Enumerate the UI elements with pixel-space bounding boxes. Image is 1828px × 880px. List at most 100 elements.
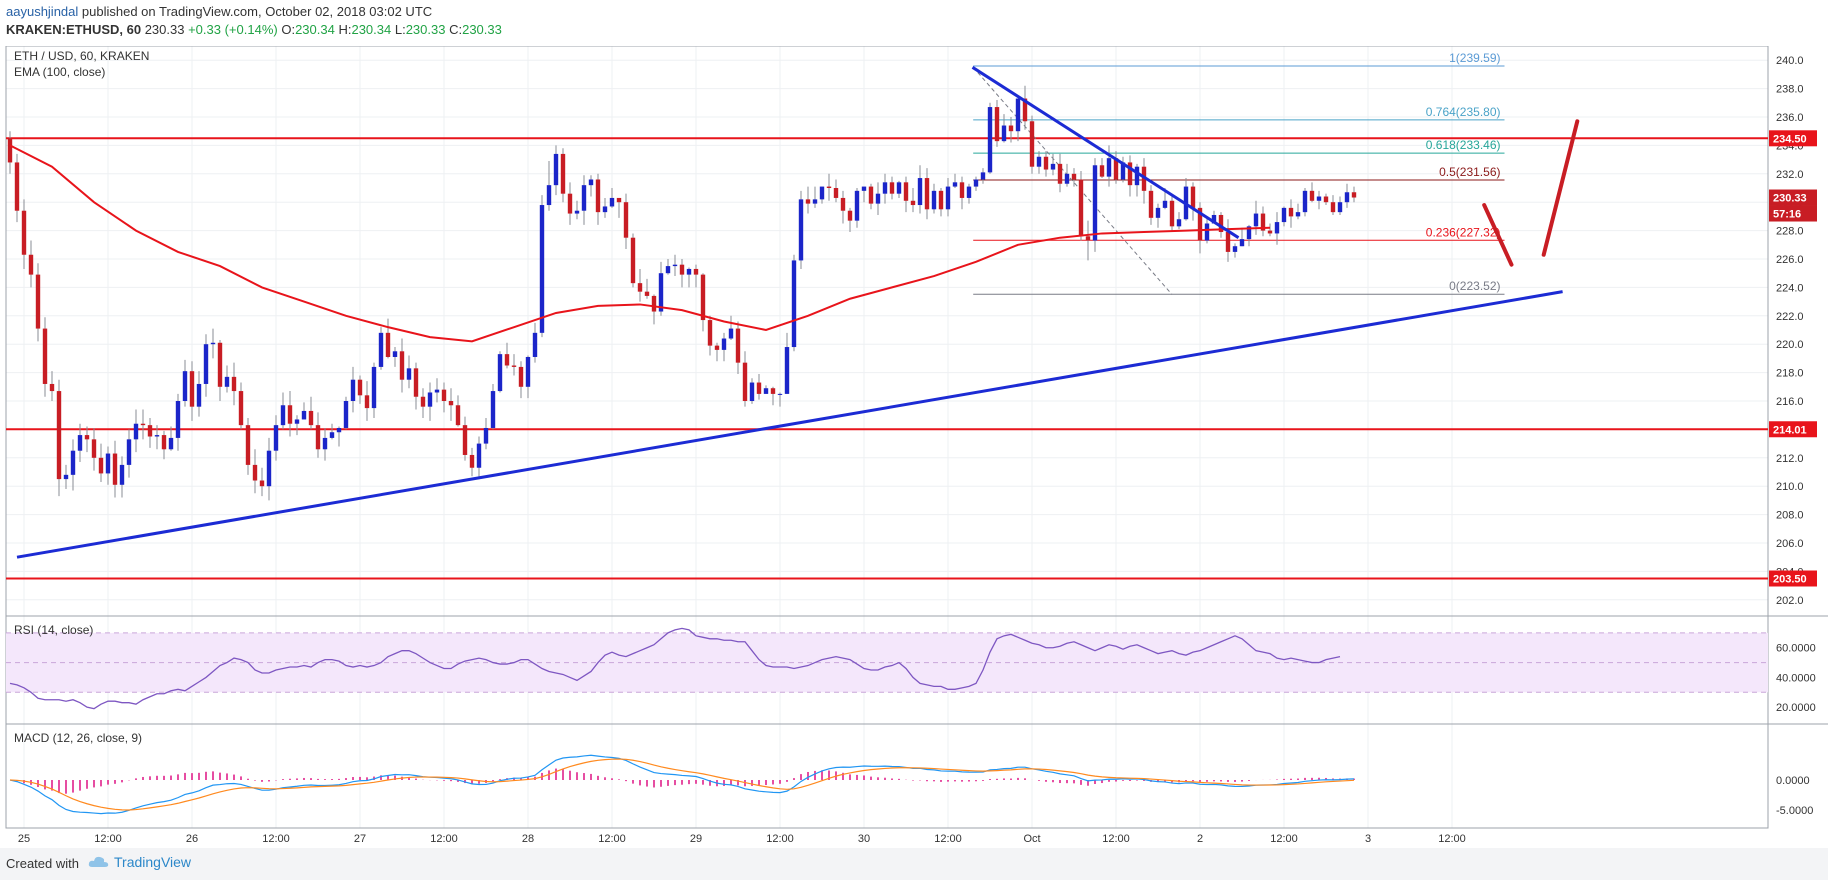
ema-line [9,144,1271,343]
candle [553,153,559,186]
candle [1281,207,1287,223]
high-value: 230.34 [351,22,392,37]
candle [336,427,342,433]
candle [539,205,545,333]
candle [175,401,181,438]
candle [686,268,692,275]
author-link[interactable]: aayushjindal [6,4,79,19]
level-badge-bg [1769,570,1817,587]
candle [903,182,909,201]
rsi-tick-label: 60.0000 [1776,643,1816,655]
candle [854,190,860,221]
price-tick-label: 226.0 [1776,254,1804,266]
candle [1036,156,1042,167]
candle [763,388,769,394]
candle [707,320,713,346]
level-badge: 214.01 [1773,424,1807,436]
level-badge-bg [1769,421,1817,438]
candle [455,405,461,426]
candle [217,342,223,387]
candle [448,401,454,406]
candle [1260,213,1266,231]
candle [1351,192,1357,198]
candle [952,182,958,187]
candle [581,185,587,211]
candle [322,437,328,450]
macd-pane[interactable]: MACD (12, 26, close, 9) [9,731,1355,815]
candle [770,388,776,394]
candle [21,210,27,255]
candle [791,260,797,348]
tradingview-logo[interactable]: TradingView [88,854,191,870]
candle [679,264,685,275]
candle [434,389,440,393]
candle [1246,226,1252,240]
candle [1043,156,1049,170]
open-value: 230.34 [295,22,335,37]
candle [700,274,706,321]
price-tick-label: 228.0 [1776,226,1804,238]
candle [574,210,580,214]
candle [833,188,839,198]
candle [966,186,972,198]
time-tick-label: 12:00 [430,833,458,845]
time-tick-label: 12:00 [94,833,122,845]
main-pane[interactable]: 1(239.59) 0.764(235.80) 0.618(233.46) 0.5(2… [6,49,1768,580]
close-label: C: [449,22,463,37]
candle [609,197,615,207]
rsi-pane[interactable]: RSI (14, close) [6,623,1768,710]
candle [203,344,209,384]
candle [1127,162,1133,186]
candle [1092,165,1098,241]
time-axis[interactable]: 25 12:00 26 12:00 27 12:00 28 12:00 29 12:00 30 12:… [18,833,1466,845]
candle [630,237,636,284]
candle [91,439,97,458]
candle [35,274,41,329]
candle [840,197,846,211]
time-tick-label: 26 [186,833,198,845]
brand-name: TradingView [114,854,192,870]
candle [252,464,258,481]
candle [595,179,601,213]
candle [168,437,174,450]
candle [497,354,503,392]
candle [259,480,265,487]
candle [623,202,629,238]
candle [1323,196,1329,203]
grid [5,46,1828,829]
candle [371,366,377,409]
chart-frame [5,46,1769,829]
candle [126,439,132,465]
footer: Created with TradingView [0,848,1828,880]
candle [14,162,20,211]
price-axes[interactable]: 202.0204.0206.0208.0210.0212.0214.0216.0… [1769,55,1817,817]
macd-title: MACD (12, 26, close, 9) [14,731,142,745]
candle [154,435,160,437]
candle [959,182,965,198]
price-tick-label: 232.0 [1776,169,1804,181]
candle [105,453,111,474]
candle [938,190,944,210]
candle [378,332,384,367]
candle [1085,236,1091,241]
price-tick-label: 220.0 [1776,339,1804,351]
candle [49,383,55,392]
candle [973,179,979,187]
fib-level-label: 0.5(231.56) [1439,165,1500,179]
candle [28,254,34,275]
time-tick-label: 12:00 [1102,833,1130,845]
price-chart[interactable]: 1(239.59) 0.764(235.80) 0.618(233.46) 0.5(2… [0,46,1828,848]
candle [637,283,643,292]
candle [70,450,76,475]
candle [798,199,804,261]
close-value: 230.33 [462,22,502,37]
price-tick-label: 218.0 [1776,368,1804,380]
candle [861,186,867,191]
candle [917,178,923,206]
candle [63,474,69,480]
candle [1120,162,1126,180]
candle [714,345,720,350]
ohlc-line: KRAKEN:ETHUSD, 60 230.33 +0.33 (+0.14%) … [6,22,502,37]
candle [385,332,391,357]
candle [301,410,307,420]
